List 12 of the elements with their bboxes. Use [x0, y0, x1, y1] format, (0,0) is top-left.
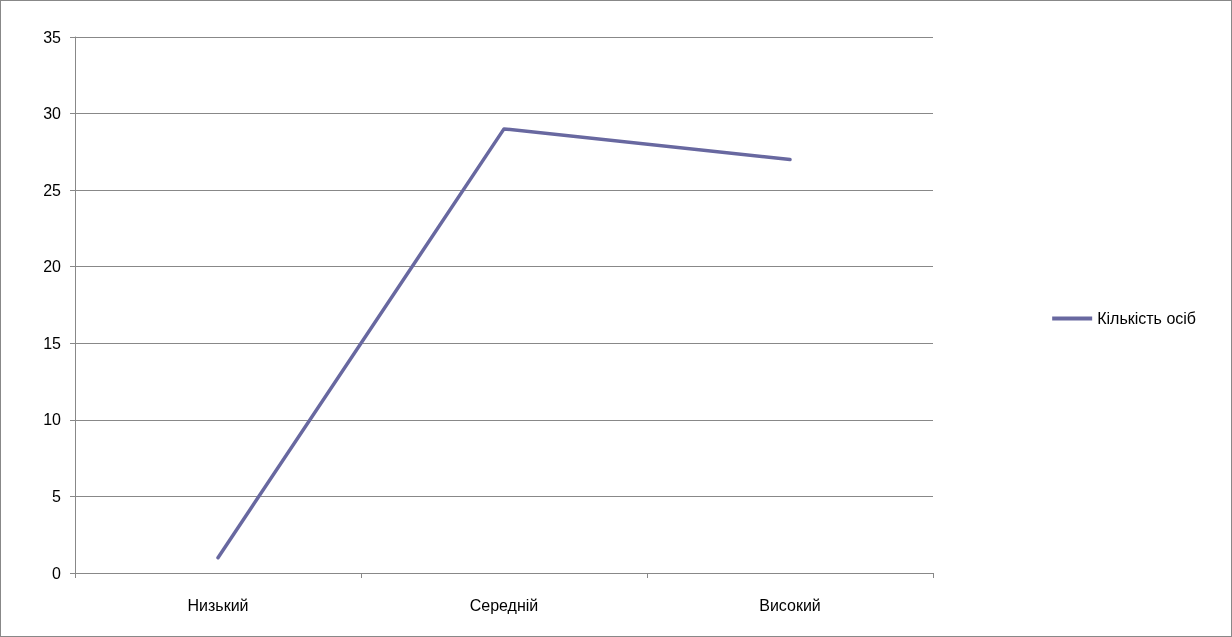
y-tick-label: 5 — [52, 487, 62, 505]
y-tick-label: 35 — [43, 28, 62, 46]
y-tick-label: 15 — [43, 334, 62, 352]
y-tick-label: 10 — [43, 411, 62, 429]
y-tick-label: 0 — [52, 564, 62, 582]
x-tick-label: Високий — [759, 596, 821, 614]
x-tick-label: Середній — [469, 596, 539, 614]
y-tick-label: 25 — [43, 181, 62, 199]
x-tick-label: Низький — [187, 596, 249, 614]
y-tick-label: 20 — [43, 258, 62, 276]
y-tick-label: 30 — [43, 105, 62, 123]
legend-label: Кількість осіб — [1097, 310, 1196, 327]
